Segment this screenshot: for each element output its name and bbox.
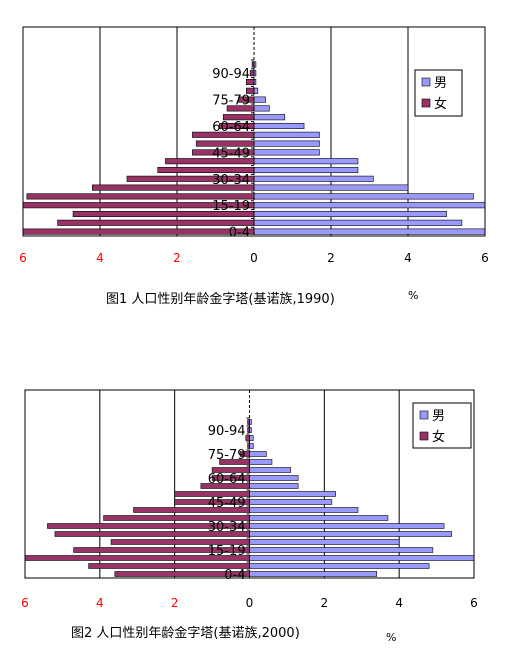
bar-female-75-79 (239, 451, 250, 457)
bar-male-40-44 (249, 507, 359, 513)
bar-female-25-29 (54, 531, 250, 537)
x-tick-label: 4 (96, 596, 104, 610)
chart-title: 图1 人口性别年龄金字塔(基诺族,1990) (106, 291, 335, 307)
chart-1990: 0-4 15-19 30-34 45-49 60-64 75-79 90-94 6 4 2 0 2 4 6… (19, 26, 489, 307)
bar-male-5-9 (249, 563, 430, 569)
category-label: 60-64 (208, 472, 246, 487)
bar-male-20-24 (253, 193, 474, 200)
x-tick-label: 2 (171, 596, 179, 610)
bar-female-60-64 (219, 122, 255, 130)
x-tick-label: 4 (96, 251, 104, 265)
unit-label: % (408, 289, 418, 302)
legend-swatch (421, 98, 431, 108)
bar-male-40-44 (253, 158, 359, 165)
bar-female-20-24 (26, 193, 255, 200)
bar-female-0-4 (22, 228, 255, 235)
bar-male-10-14 (249, 555, 475, 561)
legend-label: 女 (434, 96, 447, 112)
bar-male-20-24 (249, 539, 400, 545)
category-label: 30-34 (212, 173, 250, 188)
bar-male-45-49 (253, 149, 320, 156)
bar-female-35-39 (157, 166, 255, 174)
bar-female-0-4 (114, 571, 250, 577)
bar-male-35-39 (249, 515, 389, 521)
bar-male-80-84 (253, 87, 259, 94)
bar-male-75-79 (253, 96, 266, 103)
bar-male-0-4 (253, 228, 486, 235)
category-label: 0-4 (229, 226, 250, 241)
bar-male-25-29 (253, 184, 409, 191)
legend: 男女 (412, 402, 472, 449)
bar-male-55-59 (253, 131, 320, 138)
x-tick-label: 0 (246, 596, 254, 610)
bar-male-70-74 (249, 459, 273, 465)
category-label: 90-94 (212, 67, 250, 82)
category-label: 0-4 (224, 568, 245, 583)
bar-male-60-64 (253, 122, 305, 130)
bar-male-85-89 (249, 435, 254, 441)
x-tick-label: 4 (395, 596, 403, 610)
category-label: 45-49 (208, 496, 246, 511)
bar-female-5-9 (57, 219, 255, 226)
category-label: 75-79 (212, 94, 250, 109)
legend: 男女 (414, 69, 463, 117)
chart-title: 图2 人口性别年龄金字塔(基诺族,2000) (71, 625, 300, 641)
bar-female-90-94 (249, 70, 255, 77)
bar-male-65-69 (253, 114, 286, 121)
category-label: 75-79 (208, 448, 246, 463)
x-tick-label: 2 (173, 251, 181, 265)
x-tick-label: 6 (481, 251, 489, 265)
bar-female-85-89 (245, 435, 250, 441)
legend-label: 男 (432, 409, 445, 424)
bar-male-55-59 (249, 483, 299, 489)
bar-male-35-39 (253, 166, 359, 174)
category-label: 45-49 (212, 146, 250, 161)
x-tick-label: 6 (21, 596, 29, 610)
category-label: 15-19 (212, 199, 250, 214)
legend-label: 女 (432, 429, 445, 445)
bar-male-15-19 (249, 547, 434, 553)
bar-male-45-49 (249, 499, 333, 505)
x-tick-label: 2 (327, 251, 335, 265)
bar-male-30-34 (253, 175, 374, 182)
bar-male-75-79 (249, 451, 267, 457)
x-tick-label: 6 (470, 596, 478, 610)
bar-male-50-54 (253, 140, 320, 147)
unit-label: % (386, 631, 396, 644)
bar-male-80-84 (249, 443, 254, 449)
legend-box (414, 69, 463, 117)
bar-male-70-74 (253, 105, 270, 112)
bar-male-25-29 (249, 531, 452, 537)
bar-male-0-4 (249, 571, 378, 577)
bar-male-60-64 (249, 475, 299, 481)
category-label: 60-64 (212, 120, 250, 135)
category-label: 30-34 (208, 520, 246, 535)
bar-male-50-54 (249, 491, 336, 497)
bar-male-30-34 (249, 523, 445, 529)
chart-2000: 0-4 15-19 30-34 45-49 60-64 75-79 90-94 6 4 2 0 2 4 6… (21, 389, 478, 644)
x-tick-label: 2 (321, 596, 329, 610)
bar-female-80-84 (246, 87, 255, 94)
category-label: 90-94 (208, 424, 246, 439)
legend-label: 男 (434, 76, 447, 91)
legend-box (412, 402, 472, 449)
legend-swatch (421, 77, 431, 87)
bar-male-65-69 (249, 467, 291, 473)
category-label: 15-19 (208, 544, 246, 559)
legend-swatch (419, 431, 429, 441)
x-tick-label: 6 (19, 251, 27, 265)
legend-swatch (419, 410, 429, 420)
bar-female-40-44 (165, 158, 255, 165)
x-tick-label: 4 (404, 251, 412, 265)
bar-male-5-9 (253, 219, 463, 226)
bar-male-15-19 (253, 202, 486, 209)
x-tick-label: 0 (250, 251, 258, 265)
bar-male-10-14 (253, 210, 447, 218)
bar-female-50-54 (174, 491, 250, 497)
